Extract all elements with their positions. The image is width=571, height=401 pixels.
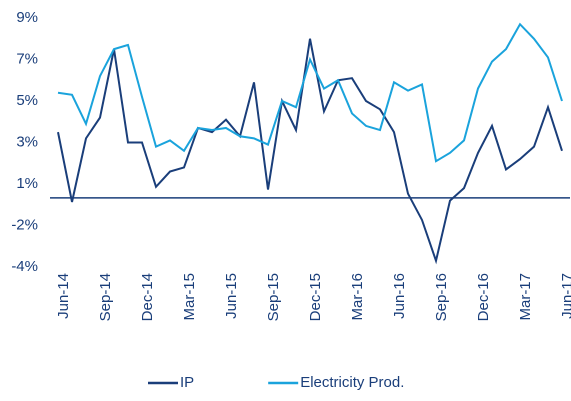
x-tick-label: Mar-15 [181, 273, 198, 321]
y-tick-label: 1% [16, 175, 38, 192]
legend-label: Electricity Prod. [300, 374, 404, 391]
legend-label: IP [180, 374, 194, 391]
y-tick-label: 7% [16, 50, 38, 67]
x-tick-label: Sep-14 [97, 273, 114, 321]
x-tick-label: Jun-16 [391, 273, 408, 319]
x-tick-label: Jun-17 [559, 273, 571, 319]
y-tick-label: -4% [11, 258, 38, 275]
x-tick-label: Sep-16 [433, 273, 450, 321]
series-line [57, 22, 563, 163]
x-tick-label: Mar-16 [349, 273, 366, 321]
x-tick-label: Jun-15 [223, 273, 240, 319]
x-tick-label: Dec-16 [475, 273, 492, 321]
y-tick-label: 9% [16, 9, 38, 26]
x-tick-label: Dec-15 [307, 273, 324, 321]
y-tick-label: -2% [11, 216, 38, 233]
series-line [57, 38, 563, 265]
x-tick-label: Dec-14 [139, 273, 156, 321]
y-tick-label: 5% [16, 92, 38, 109]
y-tick-label: 3% [16, 133, 38, 150]
x-tick-label: Jun-14 [55, 273, 72, 319]
x-tick-label: Sep-15 [265, 273, 282, 321]
x-tick-label: Mar-17 [517, 273, 534, 321]
